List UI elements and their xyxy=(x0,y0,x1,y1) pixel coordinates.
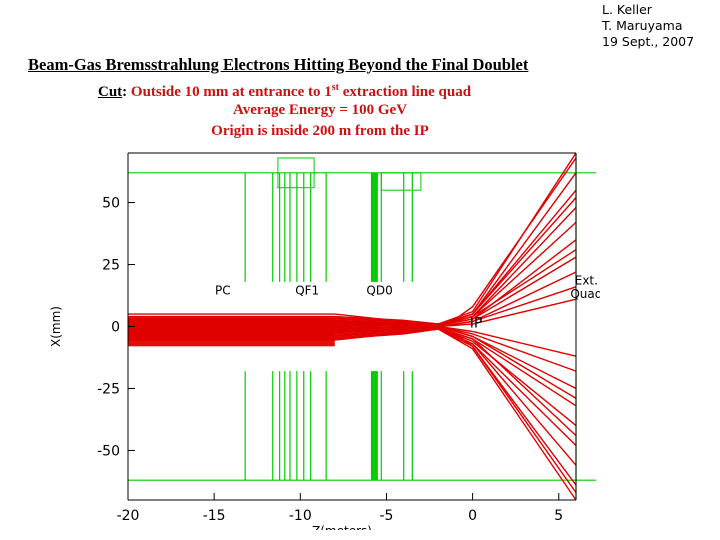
x-tick-label-1: -15 xyxy=(203,508,226,524)
author-2: T. Maruyama xyxy=(602,18,683,33)
x-tick-label-2: -10 xyxy=(289,508,312,524)
cut-text-before: Outside 10 mm at entrance to 1 xyxy=(127,84,332,100)
cut-description: Cut: Outside 10 mm at entrance to 1st ex… xyxy=(98,82,471,101)
tracks-layer xyxy=(128,152,577,501)
y-axis-label: X(mm) xyxy=(49,306,63,347)
x-axis-label: Z(meters) xyxy=(312,524,372,530)
track-line-19 xyxy=(128,157,577,325)
cut-superscript: st xyxy=(331,82,339,93)
x-tick-label-4: 0 xyxy=(468,508,477,524)
qf1-box xyxy=(277,157,315,189)
annotation-5: IP xyxy=(470,316,483,332)
track-line-5 xyxy=(128,239,577,327)
cut-label: Cut xyxy=(98,84,123,100)
author-1: L. Keller xyxy=(602,2,652,17)
track-line-3 xyxy=(128,207,577,327)
subtitle-energy: Average Energy = 100 GeV xyxy=(232,102,408,118)
author-block: L. Keller T. Maruyama 19 Sept., 2007 xyxy=(602,2,712,50)
apertures-layer xyxy=(128,153,596,500)
track-line-0 xyxy=(128,152,577,325)
track-line-20 xyxy=(128,328,577,494)
y-tick-label-0: 50 xyxy=(102,196,120,212)
qd0-box xyxy=(380,172,422,191)
y-tick-label-4: -50 xyxy=(97,443,120,459)
annotation-4: Quad xyxy=(570,287,600,301)
annotation-2: QD0 xyxy=(366,283,392,297)
x-tick-label-5: 5 xyxy=(554,508,563,524)
track-line-23 xyxy=(128,197,577,327)
track-line-1 xyxy=(128,172,577,325)
x-tick-label-3: -5 xyxy=(379,508,393,524)
annotation-1: QF1 xyxy=(295,283,319,297)
annotation-3: Ext. xyxy=(575,273,598,287)
y-tick-label-1: 25 xyxy=(102,258,120,274)
beam-core-band xyxy=(128,319,335,347)
author-date: 19 Sept., 2007 xyxy=(602,34,695,49)
axes-layer xyxy=(127,152,577,501)
x-tick-label-0: -20 xyxy=(117,508,140,524)
cut-text-after: extraction line quad xyxy=(338,84,472,100)
annotation-0: PC xyxy=(215,283,231,297)
y-tick-label-3: -25 xyxy=(97,381,120,397)
y-tick-label-2: 0 xyxy=(111,320,120,336)
subtitle-origin: Origin is inside 200 m from the IP xyxy=(211,123,429,139)
beam-track-chart: 50250-25-50-20-15-10-5051Z(meters)X(mm)P… xyxy=(49,152,600,530)
chart-title: Beam-Gas Bremsstrahlung Electrons Hittin… xyxy=(28,55,529,74)
track-line-17 xyxy=(128,328,577,486)
cut-colon: : xyxy=(122,84,128,100)
labels-layer: 50250-25-50-20-15-10-5051Z(meters)X(mm)P… xyxy=(49,196,600,530)
track-line-2 xyxy=(128,189,577,327)
